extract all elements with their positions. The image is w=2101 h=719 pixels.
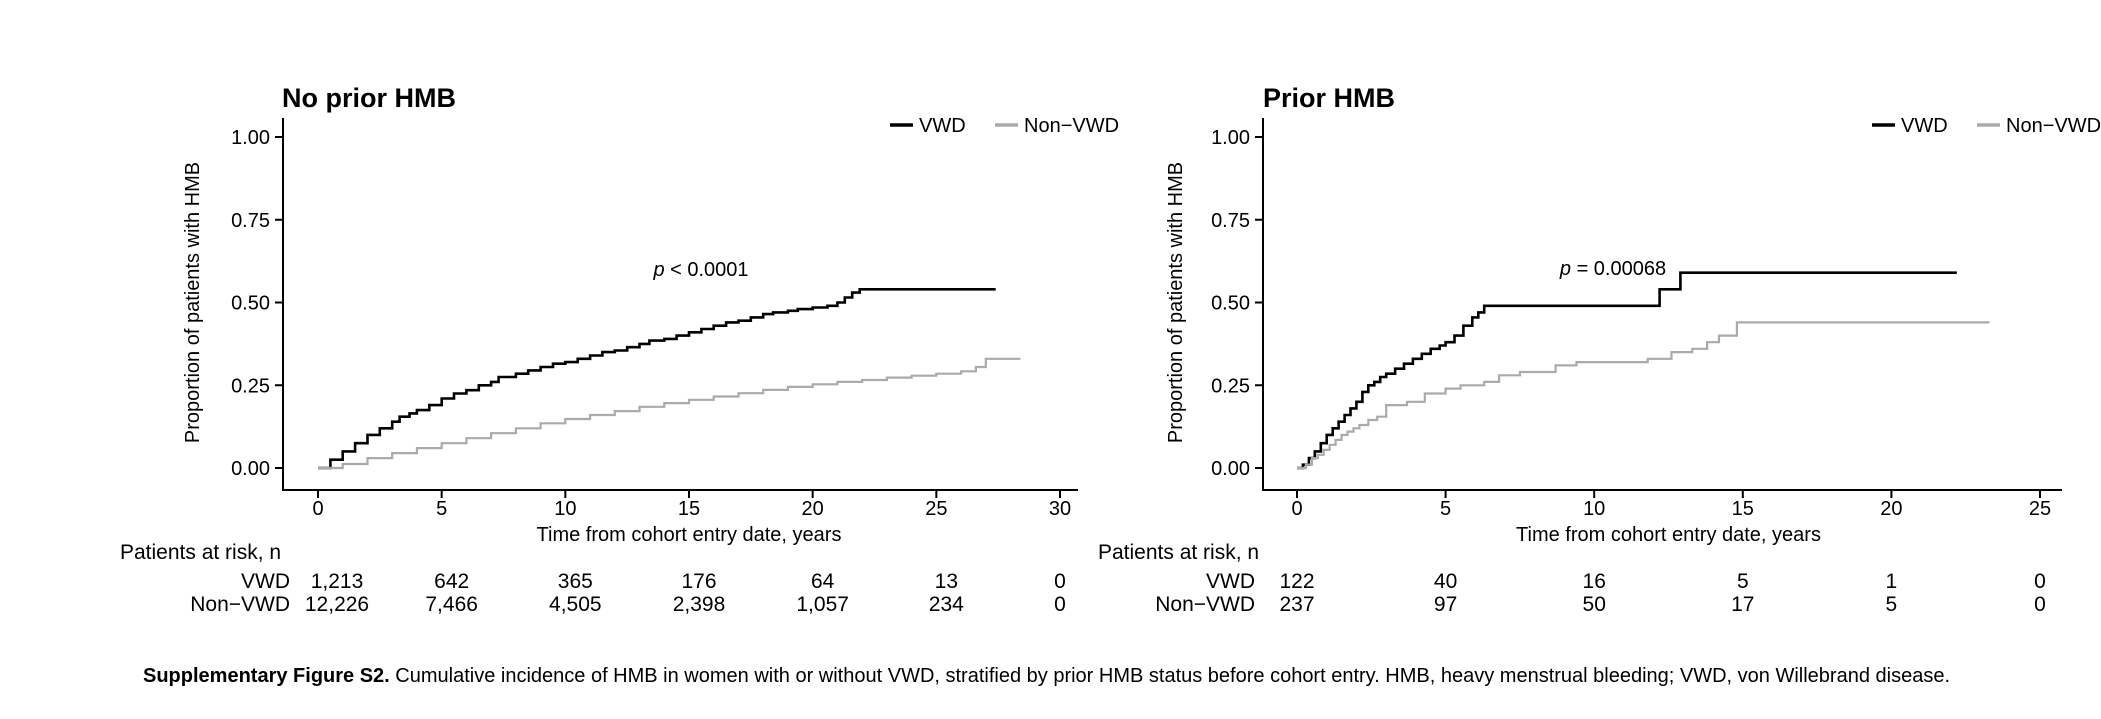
p-value-label: p = 0.00068: [1559, 258, 1666, 280]
p-value-label: p < 0.0001: [652, 259, 748, 281]
risk-table-header: Patients at risk, n: [1098, 541, 1259, 564]
x-tick-label: 20: [1880, 498, 1902, 520]
risk-count: 0: [2034, 570, 2046, 593]
risk-count: 50: [1583, 593, 1606, 616]
risk-count: 7,466: [425, 593, 478, 616]
risk-count: 97: [1434, 593, 1457, 616]
risk-count: 16: [1583, 570, 1606, 593]
legend-label-vwd: VWD: [919, 115, 966, 137]
risk-row-label: Non−VWD: [190, 593, 290, 616]
risk-count: 0: [2034, 593, 2046, 616]
risk-count: 1,213: [311, 570, 364, 593]
curve-non-vwd: [318, 357, 1021, 470]
y-axis-title: Proportion of patients with HMB: [182, 162, 204, 443]
figure-caption: Supplementary Figure S2. Cumulative inci…: [143, 665, 1950, 688]
y-axis-title: Proportion of patients with HMB: [1165, 162, 1187, 443]
caption-text: Cumulative incidence of HMB in women wit…: [389, 665, 1950, 687]
x-tick-label: 25: [2029, 498, 2051, 520]
panel-title: No prior HMB: [282, 83, 456, 113]
risk-count: 365: [558, 570, 593, 593]
risk-count: 1: [1886, 570, 1898, 593]
curve-vwd: [318, 288, 996, 470]
legend-label-non-vwd: Non−VWD: [2006, 115, 2101, 137]
y-tick-label: 0.50: [231, 293, 270, 315]
x-tick-label: 10: [554, 498, 576, 520]
x-tick-label: 30: [1049, 498, 1071, 520]
risk-count: 237: [1279, 593, 1314, 616]
risk-table-header: Patients at risk, n: [120, 541, 281, 564]
risk-count: 4,505: [549, 593, 602, 616]
risk-count: 17: [1731, 593, 1754, 616]
risk-count: 1,057: [796, 593, 849, 616]
x-tick-label: 10: [1583, 498, 1605, 520]
risk-count: 642: [434, 570, 469, 593]
legend-label-non-vwd: Non−VWD: [1024, 115, 1119, 137]
panel-title: Prior HMB: [1263, 83, 1395, 113]
y-tick-label: 0.00: [231, 458, 270, 480]
risk-count: 5: [1737, 570, 1749, 593]
risk-count: 176: [681, 570, 716, 593]
x-tick-label: 0: [1291, 498, 1302, 520]
y-tick-label: 1.00: [231, 127, 270, 149]
risk-count: 64: [811, 570, 835, 593]
x-tick-label: 5: [1440, 498, 1451, 520]
x-axis-title: Time from cohort entry date, years: [537, 524, 842, 546]
x-tick-label: 15: [678, 498, 700, 520]
x-axis-title: Time from cohort entry date, years: [1516, 524, 1821, 546]
curve-non-vwd: [1297, 321, 1990, 470]
y-tick-label: 0.25: [1211, 375, 1250, 397]
risk-count: 2,398: [673, 593, 726, 616]
risk-count: 0: [1054, 593, 1066, 616]
y-tick-label: 0.50: [1211, 293, 1250, 315]
risk-row-label: VWD: [1206, 570, 1255, 593]
risk-count: 122: [1279, 570, 1314, 593]
risk-count: 13: [935, 570, 958, 593]
x-tick-label: 0: [312, 498, 323, 520]
risk-count: 5: [1886, 593, 1898, 616]
curve-vwd: [1297, 271, 1957, 470]
risk-count: 12,226: [305, 593, 369, 616]
risk-count: 0: [1054, 570, 1066, 593]
x-tick-label: 15: [1732, 498, 1754, 520]
x-tick-label: 20: [802, 498, 824, 520]
risk-count: 234: [929, 593, 964, 616]
y-tick-label: 0.25: [231, 375, 270, 397]
y-tick-label: 1.00: [1211, 127, 1250, 149]
x-tick-label: 5: [436, 498, 447, 520]
y-tick-label: 0.75: [231, 210, 270, 232]
y-tick-label: 0.00: [1211, 458, 1250, 480]
legend-label-vwd: VWD: [1901, 115, 1948, 137]
x-tick-label: 25: [925, 498, 947, 520]
risk-row-label: VWD: [241, 570, 290, 593]
risk-row-label: Non−VWD: [1155, 593, 1255, 616]
caption-label: Supplementary Figure S2.: [143, 665, 390, 687]
y-tick-label: 0.75: [1211, 210, 1250, 232]
risk-count: 40: [1434, 570, 1457, 593]
